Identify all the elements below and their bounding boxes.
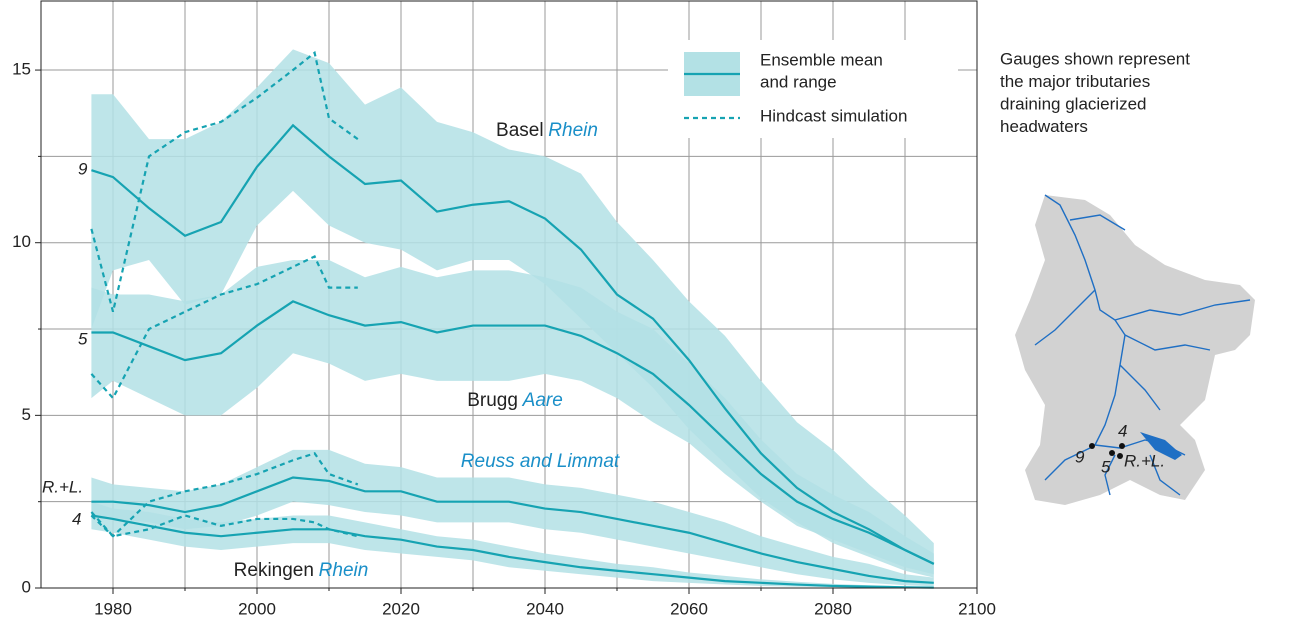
note-text: Gauges shown represent [1000,49,1190,68]
note-text: the major tributaries [1000,72,1150,91]
gauge-point [1119,443,1125,449]
range-band [91,449,934,587]
river [1124,334,1211,351]
y-tick-label: 5 [22,405,31,424]
station-name: Brugg [467,390,518,411]
river-name: Reuss and Limmat [461,451,620,472]
station-name: Rekingen [234,560,314,581]
mean-line [91,300,935,565]
mean-line [91,476,934,584]
series-label: Basel Rhein [496,120,598,141]
legend-label: and range [760,72,837,91]
hindcast-line [90,511,359,538]
series-label: Brugg Aare [467,390,563,411]
hindcast-line [90,255,358,401]
gauge-point [1089,443,1095,449]
legend-label: Hindcast simulation [760,106,907,125]
river [1069,214,1126,231]
gauge-label: 5 [78,329,88,348]
x-tick-label: 2080 [814,599,852,618]
y-tick-label: 0 [22,577,31,596]
x-tick-label: 2060 [670,599,708,618]
range-band [91,259,934,575]
map: 9 4 5 R.+L. [1015,194,1255,505]
gauge-point [1117,453,1123,459]
map-gauge-label: R.+L. [1124,451,1165,470]
river [1044,447,1091,481]
river-name: Aare [522,390,563,411]
legend-label: Ensemble mean [760,50,883,69]
river-name: Rhein [548,120,598,141]
series-label: Reuss and Limmat [461,451,620,472]
x-tick-label: 1980 [94,599,132,618]
station-name: Basel [496,120,544,141]
hindcast-line [90,50,359,313]
x-tick-label: 2100 [958,599,996,618]
basin [1015,195,1255,505]
y-tick-label: 15 [12,60,31,79]
gauge-label: 4 [72,509,81,528]
series-label: Rekingen Rhein [234,560,369,581]
river [1119,364,1161,411]
map-gauge-label: 4 [1118,421,1127,440]
x-tick-label: 2020 [382,599,420,618]
map-gauge-label: 9 [1075,447,1085,466]
mean-line [91,123,935,565]
y-tick-label: 10 [12,232,31,251]
river [1034,289,1096,346]
gauge-point [1109,450,1115,456]
river [1044,194,1126,446]
river-name: Rhein [319,560,369,581]
mean-line [91,514,934,589]
gauge-label: 9 [78,159,88,178]
note-text: draining glacierized [1000,94,1146,113]
map-gauge-label: 5 [1101,457,1111,476]
plot-frame [40,0,978,589]
note-text: headwaters [1000,117,1088,136]
hindcast-line [90,452,359,538]
x-tick-label: 2040 [526,599,564,618]
range-band [91,501,934,588]
river [1104,454,1116,496]
lake [1140,432,1182,460]
river [1149,454,1181,496]
x-tick-label: 2000 [238,599,276,618]
rivers [1034,194,1251,496]
gauge-label: R.+L. [42,477,83,496]
river [1114,299,1251,321]
